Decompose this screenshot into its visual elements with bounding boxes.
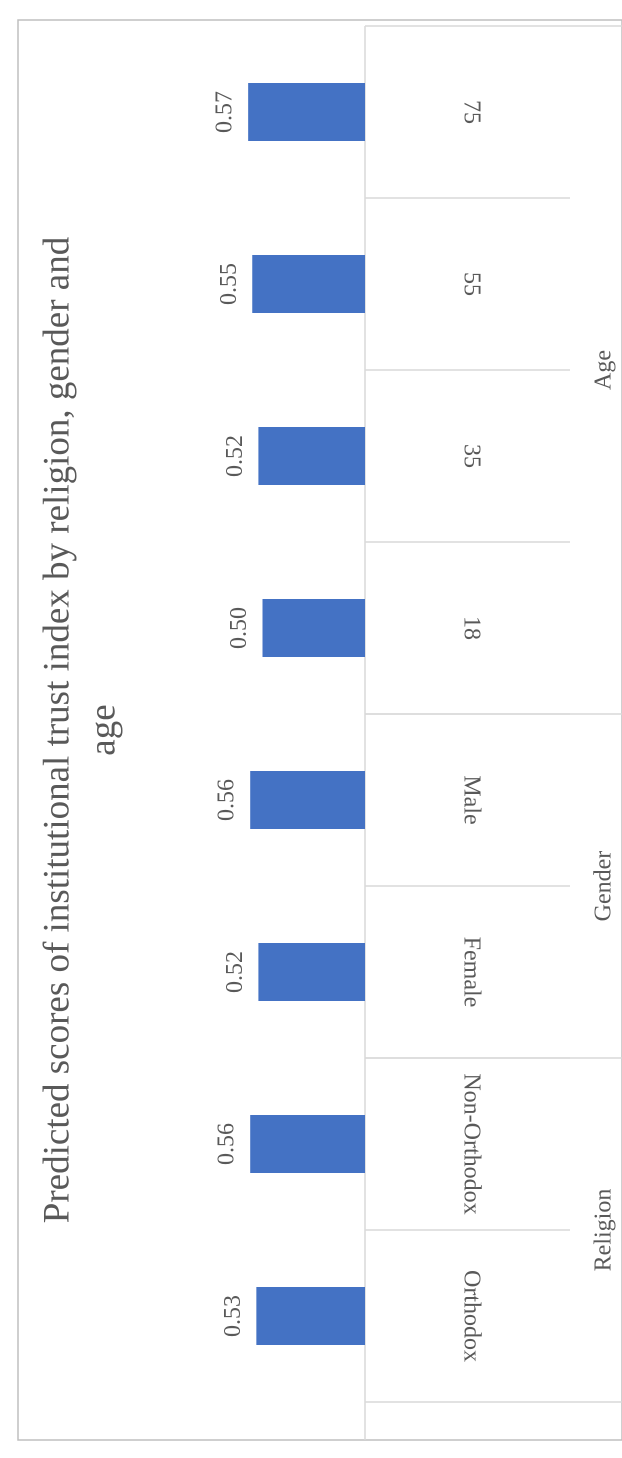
bar (258, 943, 365, 1001)
category-label: 18 (458, 616, 484, 640)
bar (250, 771, 365, 829)
group-label: Age (591, 350, 617, 390)
category-label: 75 (458, 100, 484, 124)
value-label: 0.53 (220, 1295, 246, 1337)
value-label: 0.56 (214, 779, 240, 821)
category-label: 55 (458, 272, 484, 296)
category-label: Orthodox (458, 1270, 484, 1362)
value-label: 0.56 (214, 1123, 240, 1165)
category-label: 35 (458, 444, 484, 468)
group-label: Religion (591, 1189, 617, 1272)
group-label: Gender (591, 851, 617, 922)
value-label: 0.52 (222, 435, 248, 477)
bar (262, 599, 365, 657)
chart-frame (17, 19, 622, 1441)
value-label: 0.50 (226, 607, 252, 649)
bar (248, 83, 365, 141)
chart-title: age (82, 704, 123, 755)
value-label: 0.52 (222, 951, 248, 993)
chart-title: Predicted scores of institutional trust … (36, 236, 77, 1223)
bar (258, 427, 365, 485)
value-label: 0.55 (216, 263, 242, 305)
bar (250, 1115, 365, 1173)
bar (252, 255, 365, 313)
category-label: Non-Orthodox (458, 1073, 484, 1214)
category-label: Male (458, 775, 484, 824)
value-label: 0.57 (212, 91, 238, 133)
category-label: Female (458, 937, 484, 1008)
bar (256, 1287, 365, 1345)
